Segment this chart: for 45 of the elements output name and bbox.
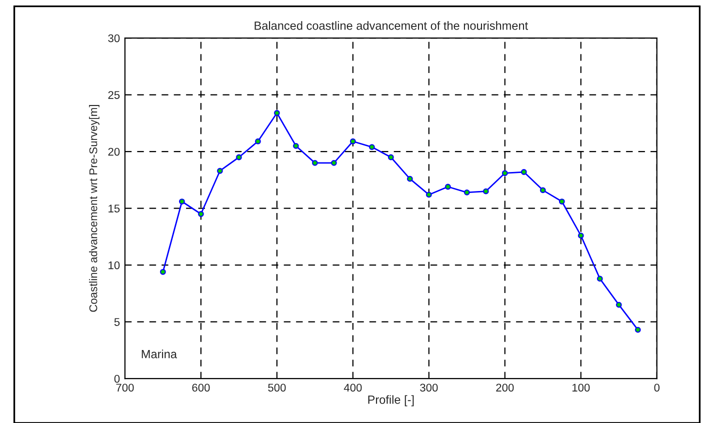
point (520, 169, 527, 175)
point (216, 168, 223, 174)
point (482, 188, 489, 194)
point (464, 189, 470, 196)
x-tick-label: 200 (496, 384, 514, 392)
point (236, 154, 242, 160)
point (388, 154, 394, 160)
point (198, 211, 204, 217)
point (578, 232, 584, 239)
point (596, 276, 603, 282)
point (634, 326, 641, 333)
y-tick-label: 20 (108, 148, 120, 156)
y-tick-label: 15 (108, 204, 120, 212)
point (350, 138, 356, 144)
x-tick-label: 300 (420, 384, 438, 392)
annotation: Marina (142, 350, 177, 358)
x-tick-label: 100 (572, 384, 590, 392)
point (406, 176, 413, 182)
y-axis-title: Coastline advancement wrt Pre-Survey[m] (89, 105, 100, 312)
x-tick-label: 500 (268, 384, 286, 392)
y-tick-label: 0 (114, 374, 120, 383)
point (368, 144, 375, 150)
x-axis-title: Profile [-] (368, 395, 414, 406)
point (616, 302, 622, 308)
x-tick-label: 400 (344, 384, 362, 392)
y-tick-label: 5 (114, 318, 120, 326)
y-tick-label: 10 (108, 261, 120, 270)
point (558, 198, 565, 204)
point (540, 187, 546, 194)
chart-title: Balanced coastline advancement of the nourishment (254, 21, 528, 30)
point (160, 268, 166, 275)
y-tick-label: 30 (108, 34, 120, 42)
point (444, 184, 451, 190)
point (330, 160, 337, 166)
point (254, 138, 261, 144)
x-tick-label: 700 (116, 384, 134, 392)
x-tick-label: 0 (654, 384, 660, 392)
point (312, 160, 318, 166)
point (274, 110, 280, 116)
x-tick-label: 600 (192, 384, 210, 392)
point (502, 170, 508, 176)
y-tick-label: 25 (108, 91, 120, 99)
point (292, 142, 299, 149)
point (426, 192, 432, 198)
point (178, 198, 185, 204)
